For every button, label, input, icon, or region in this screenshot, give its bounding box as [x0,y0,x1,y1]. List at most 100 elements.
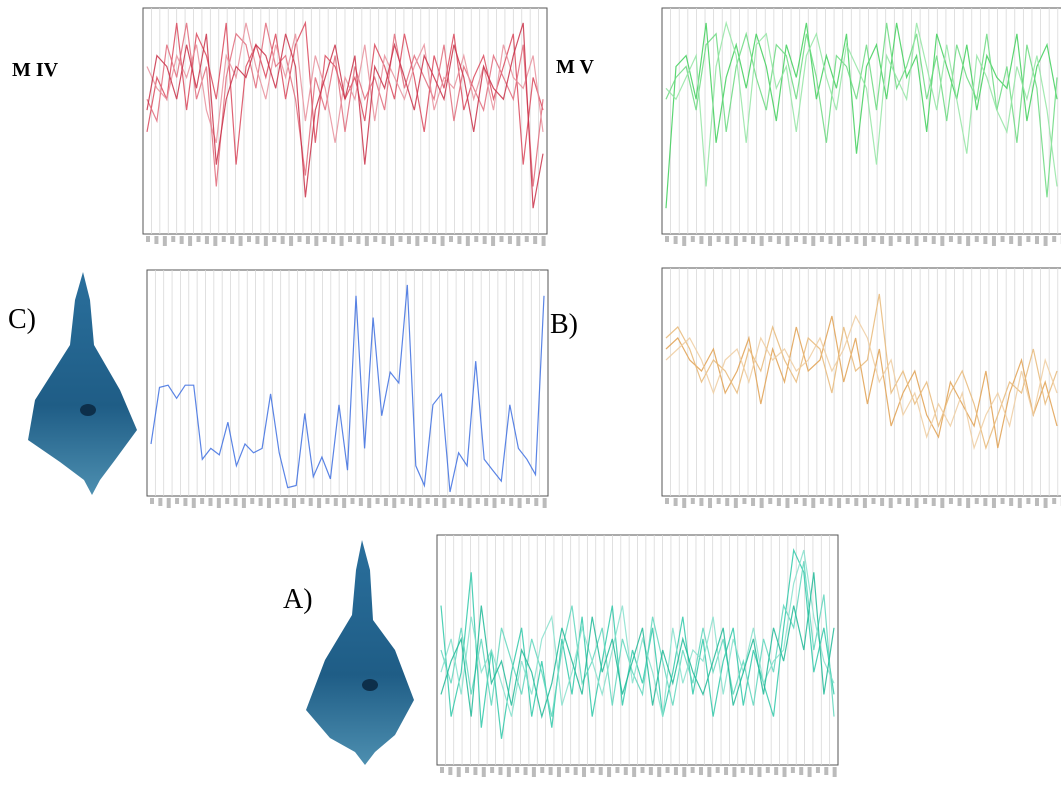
x-tick-glyph [255,236,260,244]
x-tick-glyph [707,767,712,777]
x-tick-glyph [759,236,764,246]
x-tick-glyph [523,767,528,775]
x-tick-glyph [474,236,479,242]
x-tick-glyph [289,236,294,246]
x-tick-glyph [475,498,480,504]
x-tick-glyph [534,498,539,506]
plot-area [661,7,1061,235]
x-tick-glyph [263,236,268,246]
x-tick-glyph [897,498,902,504]
x-tick-glyph [708,236,713,246]
x-tick-glyph [339,236,344,246]
x-tick-glyph [862,236,867,246]
x-tick-glyph [457,236,462,244]
x-tick-glyph [498,767,503,775]
x-tick-glyph [828,236,833,244]
charts: M IV M V C) B) A) [8,7,1061,777]
x-tick-glyph [573,767,578,775]
x-tick-glyph [905,236,910,244]
x-tick-glyph [923,236,928,242]
x-tick-glyph [940,498,945,508]
x-tick-glyph [782,767,787,777]
x-tick-glyph [350,498,355,504]
x-tick-glyph [966,498,971,508]
x-tick-glyph [923,498,928,504]
x-tick-glyph [158,498,163,506]
x-tick-glyph [213,236,218,246]
x-tick-glyph [785,236,790,246]
x-tick-glyph [1017,236,1022,246]
x-tick-glyph [824,767,829,775]
plot-area [661,267,1061,497]
x-tick-glyph [325,498,330,504]
x-tick-glyph [317,498,322,508]
x-tick-glyph [742,498,747,504]
fin-image-a [306,540,414,765]
x-tick-glyph [880,498,885,506]
x-tick-glyph [300,498,305,504]
x-tick-glyph [648,767,653,775]
x-tick-glyph [516,236,521,246]
x-tick-glyph [390,236,395,246]
x-tick-glyph [465,767,470,773]
x-tick-glyph [283,498,288,506]
x-tick-glyph [740,767,745,773]
x-tick-glyph [154,236,159,244]
x-tick-glyph [871,498,876,504]
x-tick-glyph [499,236,504,242]
x-tick-glyph [699,236,704,244]
series-line [146,22,544,143]
x-tick-glyph [623,767,628,775]
x-tick-glyph [450,498,455,504]
series-line [665,20,1058,187]
x-tick-glyph [751,236,756,244]
x-tick-glyph [799,767,804,775]
x-tick-glyph [794,236,799,242]
x-tick-glyph [442,498,447,508]
x-tick-glyph [888,236,893,246]
x-tick-glyph [1026,236,1031,242]
x-tick-glyph [715,767,720,773]
x-tick-glyph [690,498,695,504]
series-line [146,22,544,209]
x-tick-glyph [759,498,764,508]
series-line [146,22,544,187]
x-tick-glyph [957,498,962,506]
x-tick-glyph [682,236,687,246]
x-tick-glyph [776,498,781,506]
x-tick-glyph [1034,498,1039,506]
x-tick-glyph [484,498,489,506]
x-tick-glyph [367,498,372,508]
x-tick-glyph [1000,498,1005,504]
x-tick-glyph [375,498,380,504]
x-tick-glyph [481,767,486,777]
x-tick-glyph [1043,498,1048,508]
x-tick-glyph [272,236,277,242]
panel-label: B) [550,309,578,340]
x-tick-glyph [542,498,547,508]
x-tick-glyph [356,236,361,244]
x-tick-glyph [828,498,833,506]
x-tick-glyph [548,767,553,775]
x-tick-glyph [733,498,738,508]
x-tick-glyph [665,236,669,242]
x-tick-glyph [690,767,695,773]
x-tick-glyph [905,498,910,506]
x-tick-glyph [250,498,255,504]
series-line [665,22,1058,198]
x-tick-glyph [459,498,464,506]
x-tick-glyph [1052,236,1057,242]
x-tick-glyph [733,236,738,246]
x-tick-glyph [449,236,453,242]
x-tick-glyph [200,498,205,504]
x-tick-glyph [432,236,437,244]
x-tick-glyph [819,236,824,242]
x-tick-glyph [400,498,405,504]
panel-label: M IV [12,59,59,81]
x-tick-glyph [1017,498,1022,508]
series-line [440,561,835,717]
x-tick-glyph [221,236,226,242]
x-tick-glyph [708,498,713,508]
